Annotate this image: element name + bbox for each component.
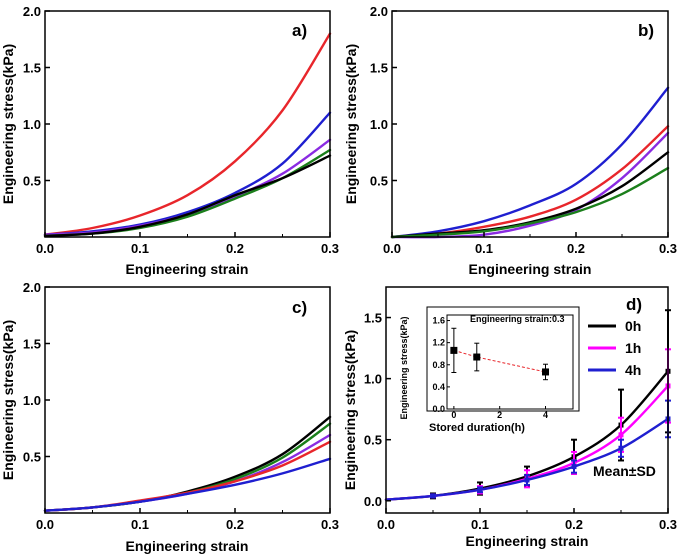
inset-background bbox=[426, 306, 580, 412]
panel-a-lines bbox=[43, 32, 332, 238]
inset-marks bbox=[450, 327, 550, 381]
panel-b-ticks: 0.0 0.1 0.2 0.3 0.5 1.0 1.5 2.0 bbox=[370, 4, 677, 256]
panel-c-xtick-label: 0.2 bbox=[226, 517, 244, 532]
panel-b-xlabel: Engineering strain bbox=[469, 261, 592, 277]
legend-label-4h: 4h bbox=[625, 362, 641, 378]
panel-a-ytick-label: 1.5 bbox=[23, 61, 41, 76]
panel-d-ticks: 0.0 0.1 0.2 0.3 0.0 0.5 1.0 1.5 bbox=[364, 311, 677, 532]
panel-a-series-green bbox=[43, 148, 332, 238]
panel-b-frame bbox=[391, 10, 669, 238]
errorbar-mean-4h bbox=[430, 493, 436, 499]
panel-c-xlabel: Engineering strain bbox=[126, 538, 249, 554]
panel-a-series-black bbox=[43, 154, 332, 238]
panel-c-lines bbox=[43, 415, 332, 512]
panel-c-ticks: 0.0 0.1 0.2 0.3 0.5 1.0 1.5 2.0 bbox=[23, 280, 339, 532]
inset-xtick-label: 2 bbox=[497, 410, 502, 420]
panel-a-ticks: 0.0 0.1 0.2 0.3 0.5 1.0 1.5 2.0 bbox=[23, 4, 339, 256]
panel-b-xtick-label: 0.0 bbox=[383, 241, 401, 256]
errorbar-mean-1h bbox=[618, 432, 624, 438]
panel-c-frame bbox=[44, 286, 331, 514]
panel-a-ytick-label: 2.0 bbox=[23, 4, 41, 19]
panel-b-letter: b) bbox=[638, 21, 654, 40]
panel-b-ytick-label: 0.5 bbox=[370, 174, 388, 189]
panel-d-xtick-label: 0.2 bbox=[565, 517, 583, 532]
panel-d-xtick-label: 0.0 bbox=[377, 517, 395, 532]
panel-c-ylabel: Engineering stress(kPa) bbox=[0, 320, 16, 480]
inset-ytick-label: 1.2 bbox=[432, 338, 445, 348]
inset-point bbox=[450, 346, 458, 354]
inset-ytick-label: 1.6 bbox=[432, 316, 445, 326]
panel-d-ytick-label: 0.5 bbox=[364, 433, 382, 448]
panel-a-ytick-label: 0.5 bbox=[23, 174, 41, 189]
inset-title: Engineering strain:0.3 bbox=[470, 314, 565, 324]
panel-d-xlabel: Engineering strain bbox=[466, 533, 589, 549]
panel-c-xtick-label: 0.1 bbox=[131, 517, 149, 532]
errorbar-mean-4h bbox=[571, 464, 577, 470]
panel-b-xtick-label: 0.3 bbox=[659, 241, 677, 256]
panel-b-xtick-label: 0.2 bbox=[567, 241, 585, 256]
panel-a: 0.0 0.1 0.2 0.3 0.5 1.0 1.5 2.0 a) Engineering … bbox=[0, 4, 339, 277]
panel-d-ytick-label: 0.0 bbox=[364, 494, 382, 509]
panel-b-series-red bbox=[390, 125, 670, 239]
errorbar-mean-4h bbox=[618, 445, 624, 451]
panel-a-frame bbox=[44, 10, 331, 238]
inset-point bbox=[473, 353, 481, 361]
panel-d-ylabel: Engineering stress(kPa) bbox=[342, 330, 358, 490]
panel-a-xlabel: Engineering strain bbox=[126, 261, 249, 277]
legend: 0h 1h 4h bbox=[588, 318, 641, 378]
inset: 0 2 4 0.0 0.4 0.8 1.2 1.6 Engineering strain:0.… bbox=[399, 306, 580, 434]
inset-frame bbox=[446, 314, 574, 410]
panel-a-xtick-label: 0.0 bbox=[36, 241, 54, 256]
panel-c: 0.0 0.1 0.2 0.3 0.5 1.0 1.5 2.0 c) Engineering … bbox=[0, 280, 339, 554]
panel-b-ytick-label: 1.0 bbox=[370, 117, 388, 132]
panel-c-xtick-label: 0.3 bbox=[321, 517, 339, 532]
inset-xtick-label: 4 bbox=[543, 410, 548, 420]
panel-a-xtick-label: 0.1 bbox=[131, 241, 149, 256]
inset-ytick-label: 0.4 bbox=[432, 382, 445, 392]
panel-c-xtick-label: 0.0 bbox=[36, 517, 54, 532]
panel-d-letter: d) bbox=[626, 295, 642, 314]
errorbar-mean-4h bbox=[524, 477, 530, 483]
panel-a-xtick-label: 0.3 bbox=[321, 241, 339, 256]
panel-a-letter: a) bbox=[292, 21, 307, 40]
panel-c-ytick-label: 1.5 bbox=[23, 337, 41, 352]
panel-c-ytick-label: 2.0 bbox=[23, 280, 41, 295]
panel-b-series-blue bbox=[390, 86, 670, 239]
inset-ylabel: Engineering stress(kPa) bbox=[399, 316, 409, 419]
panel-b-lines bbox=[390, 86, 670, 239]
panel-a-series-red bbox=[43, 32, 332, 236]
panel-a-xtick-label: 0.2 bbox=[226, 241, 244, 256]
mean-sd-annotation: Mean±SD bbox=[593, 463, 656, 479]
panel-a-ytick-label: 1.0 bbox=[23, 117, 41, 132]
panel-d-ytick-label: 1.5 bbox=[364, 311, 382, 326]
inset-ytick-label: 0.0 bbox=[432, 404, 445, 414]
inset-ticks: 0 2 4 0.0 0.4 0.8 1.2 1.6 bbox=[432, 314, 574, 420]
panel-c-ytick-label: 0.5 bbox=[23, 450, 41, 465]
inset-ytick-label: 0.8 bbox=[432, 360, 445, 370]
panel-d: 0.0 0.1 0.2 0.3 0.0 0.5 1.0 1.5 d) Engineering … bbox=[342, 286, 677, 549]
legend-label-1h: 1h bbox=[625, 340, 641, 356]
inset-xlabel: Stored duration(h) bbox=[429, 422, 525, 434]
panel-d-xtick-label: 0.3 bbox=[659, 517, 677, 532]
panel-b-ytick-label: 1.5 bbox=[370, 61, 388, 76]
panel-c-series-blue bbox=[43, 457, 332, 512]
inset-xtick-label: 0 bbox=[451, 410, 456, 420]
panel-a-series-purple bbox=[43, 138, 332, 236]
panel-d-ytick-label: 1.0 bbox=[364, 372, 382, 387]
panel-a-ylabel: Engineering stress(kPa) bbox=[0, 44, 16, 204]
panel-c-letter: c) bbox=[292, 298, 307, 317]
legend-label-0h: 0h bbox=[625, 318, 641, 334]
panel-d-xtick-label: 0.1 bbox=[471, 517, 489, 532]
panel-b-ylabel: Engineering stress(kPa) bbox=[343, 44, 359, 204]
inset-point bbox=[542, 368, 550, 376]
inset-trend-line bbox=[453, 349, 546, 373]
panel-b-ytick-label: 2.0 bbox=[370, 4, 388, 19]
panel-c-ytick-label: 1.0 bbox=[23, 393, 41, 408]
panel-b-xtick-label: 0.1 bbox=[475, 241, 493, 256]
panel-c-series-green bbox=[43, 422, 332, 512]
errorbar-mean-4h bbox=[477, 487, 483, 493]
panel-b: 0.0 0.1 0.2 0.3 0.5 1.0 1.5 2.0 b) Engineering … bbox=[343, 4, 677, 277]
